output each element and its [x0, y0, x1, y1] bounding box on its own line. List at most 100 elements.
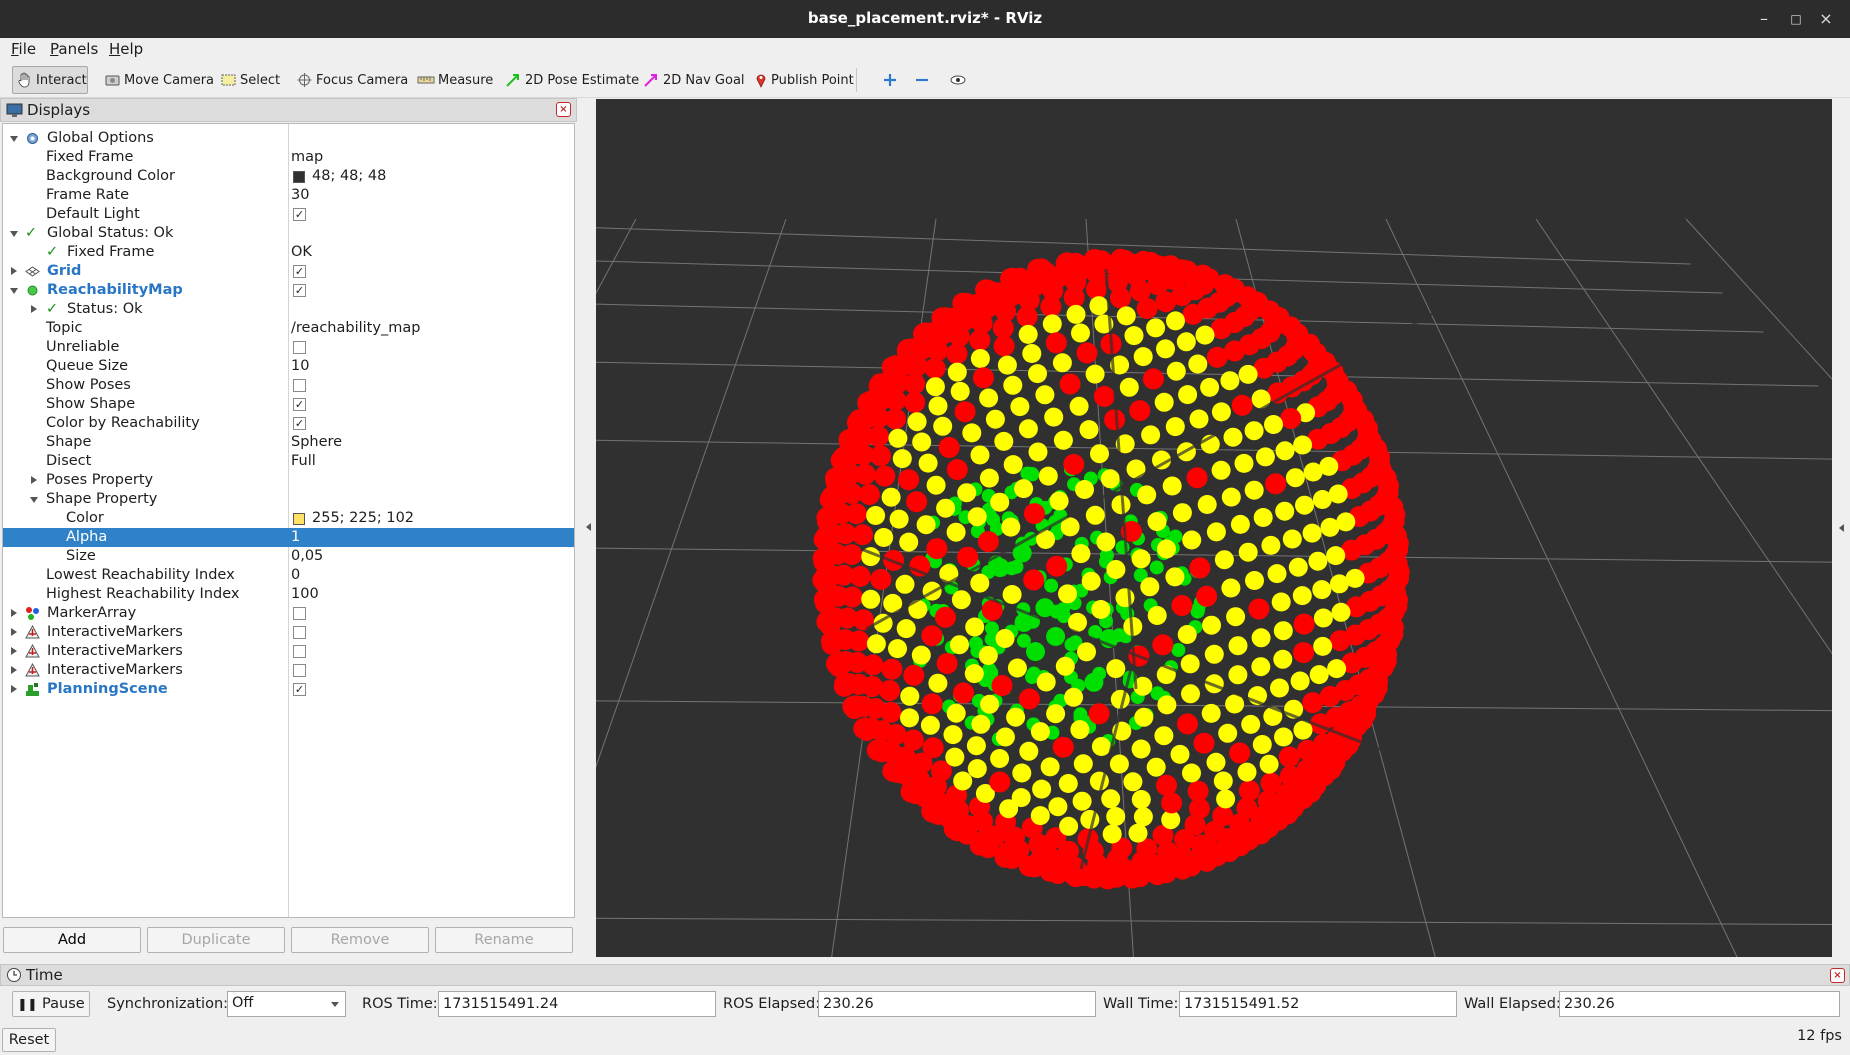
- tree-row-interactive-markers-2[interactable]: InteractiveMarkers: [3, 642, 574, 661]
- wall-elapsed-field[interactable]: [1559, 991, 1840, 1017]
- checkbox[interactable]: ✓: [293, 284, 306, 297]
- checkbox[interactable]: [293, 607, 306, 620]
- collapse-left-icon[interactable]: [586, 523, 591, 531]
- tree-row-planning-scene[interactable]: PlanningScene ✓: [3, 680, 574, 699]
- tree-row-size[interactable]: Size 0,05: [66, 548, 324, 564]
- checkbox[interactable]: ✓: [293, 398, 306, 411]
- expand-arrow-icon[interactable]: [31, 476, 37, 484]
- marker-sphere: [1178, 385, 1198, 405]
- tree-row-lowest-reachability[interactable]: Lowest Reachability Index 0: [46, 567, 301, 583]
- tree-row-fixed-frame-status[interactable]: ✓ Fixed Frame OK: [46, 244, 312, 260]
- close-displays-icon[interactable]: ×: [556, 102, 571, 117]
- checkbox[interactable]: [293, 626, 306, 639]
- tree-row-global-options[interactable]: Global Options: [3, 129, 574, 148]
- expand-arrow-icon[interactable]: [10, 136, 18, 142]
- tree-row-fixed-frame[interactable]: Fixed Frame map: [46, 149, 324, 165]
- checkbox[interactable]: [293, 645, 306, 658]
- menu-help[interactable]: Help: [109, 40, 144, 58]
- tree-row-shape[interactable]: Shape Sphere: [46, 434, 343, 450]
- expand-arrow-icon[interactable]: [11, 267, 17, 275]
- marker-sphere: [943, 725, 963, 745]
- sync-select[interactable]: Off: [227, 991, 346, 1017]
- close-icon[interactable]: ×: [1819, 9, 1833, 28]
- duplicate-display-button[interactable]: Duplicate: [147, 927, 285, 953]
- wall-time-field[interactable]: [1179, 991, 1457, 1017]
- scene-3d[interactable]: [596, 99, 1832, 957]
- tree-row-show-shape[interactable]: Show Shape ✓: [46, 396, 306, 412]
- checkbox[interactable]: [293, 341, 306, 354]
- color-swatch[interactable]: [293, 513, 305, 525]
- remove-tool-button[interactable]: [910, 66, 937, 94]
- checkbox[interactable]: [293, 664, 306, 677]
- checkbox[interactable]: ✓: [293, 683, 306, 696]
- maximize-icon[interactable]: □: [1790, 12, 1802, 26]
- tree-row-reachability-map[interactable]: ReachabilityMap ✓: [3, 281, 574, 300]
- tree-row-show-poses[interactable]: Show Poses: [3, 376, 574, 395]
- checkbox[interactable]: [293, 379, 306, 392]
- expand-arrow-icon[interactable]: [11, 647, 17, 655]
- close-time-icon[interactable]: ×: [1830, 968, 1845, 983]
- tree-row-poses-property[interactable]: Poses Property: [3, 471, 574, 490]
- color-swatch[interactable]: [293, 171, 305, 183]
- tree-row-frame-rate[interactable]: Frame Rate 30: [46, 187, 310, 203]
- view-tool-button[interactable]: [945, 66, 974, 94]
- publish-point-tool-button[interactable]: Publish Point: [750, 66, 858, 94]
- tree-row-default-light[interactable]: Default Light ✓: [46, 206, 306, 222]
- tree-row-queue-size[interactable]: Queue Size 10: [46, 358, 310, 374]
- rename-display-button[interactable]: Rename: [435, 927, 573, 953]
- marker-sphere: [1162, 476, 1182, 496]
- add-display-button[interactable]: Add: [3, 927, 141, 953]
- expand-arrow-icon[interactable]: [10, 231, 18, 237]
- nav-goal-tool-button[interactable]: 2D Nav Goal: [639, 66, 749, 94]
- tree-row-status[interactable]: ✓ Status: Ok: [3, 300, 574, 319]
- checkbox[interactable]: ✓: [293, 265, 306, 278]
- tree-row-disect[interactable]: Disect Full: [46, 453, 316, 469]
- focus-camera-icon: [297, 73, 312, 87]
- expand-arrow-icon[interactable]: [11, 609, 17, 617]
- tree-row-shape-property[interactable]: Shape Property: [3, 490, 574, 509]
- expand-arrow-icon[interactable]: [11, 685, 17, 693]
- ros-time-field[interactable]: [438, 991, 716, 1017]
- tree-row-unreliable[interactable]: Unreliable: [3, 338, 574, 357]
- panel-splitter[interactable]: [579, 98, 595, 961]
- marker-sphere: [981, 599, 1003, 621]
- interact-tool-button[interactable]: Interact: [12, 66, 88, 94]
- ros-elapsed-field[interactable]: [818, 991, 1096, 1017]
- measure-tool-button[interactable]: Measure: [413, 66, 497, 94]
- pose-estimate-tool-button[interactable]: 2D Pose Estimate: [501, 66, 643, 94]
- marker-sphere: [1251, 657, 1271, 677]
- menu-panels[interactable]: Panels: [50, 40, 99, 58]
- focus-camera-tool-button[interactable]: Focus Camera: [292, 66, 412, 94]
- menu-file[interactable]: File: [11, 40, 37, 58]
- collapse-right-icon[interactable]: [1839, 524, 1844, 532]
- expand-arrow-icon[interactable]: [11, 628, 17, 636]
- right-dock-edge[interactable]: [1832, 99, 1850, 957]
- expand-arrow-icon[interactable]: [31, 305, 37, 313]
- tree-row-highest-reachability[interactable]: Highest Reachability Index 100: [46, 586, 319, 602]
- tree-row-alpha[interactable]: Alpha 1: [3, 528, 574, 547]
- add-tool-button[interactable]: [878, 66, 905, 94]
- minimize-icon[interactable]: –: [1760, 9, 1768, 28]
- tree-row-global-status[interactable]: ✓ Global Status: Ok: [3, 224, 574, 243]
- tree-row-interactive-markers-1[interactable]: InteractiveMarkers: [3, 623, 574, 642]
- tree-row-grid[interactable]: Grid ✓: [3, 262, 574, 281]
- expand-arrow-icon[interactable]: [10, 288, 18, 294]
- tree-row-background-color[interactable]: Background Color 48; 48; 48: [46, 168, 387, 184]
- checkbox[interactable]: ✓: [293, 417, 306, 430]
- tree-row-topic[interactable]: Topic /reachability_map: [46, 320, 421, 336]
- remove-display-button[interactable]: Remove: [291, 927, 429, 953]
- expand-arrow-icon[interactable]: [11, 666, 17, 674]
- tree-row-color-by-reachability[interactable]: Color by Reachability ✓: [46, 415, 306, 431]
- pause-button[interactable]: ❚❚ Pause: [12, 991, 90, 1017]
- reset-button[interactable]: Reset: [2, 1028, 56, 1052]
- tree-row-color[interactable]: Color 255; 225; 102: [66, 510, 415, 526]
- tree-row-interactive-markers-3[interactable]: InteractiveMarkers: [3, 661, 574, 680]
- move-camera-tool-button[interactable]: Move Camera: [100, 66, 218, 94]
- render-viewport[interactable]: [596, 99, 1832, 957]
- marker-sphere: [921, 693, 943, 715]
- marker-sphere: [927, 340, 949, 362]
- checkbox[interactable]: ✓: [293, 208, 306, 221]
- expand-arrow-icon[interactable]: [30, 497, 38, 503]
- tree-row-marker-array[interactable]: MarkerArray: [3, 604, 574, 623]
- select-tool-button[interactable]: Select: [216, 66, 284, 94]
